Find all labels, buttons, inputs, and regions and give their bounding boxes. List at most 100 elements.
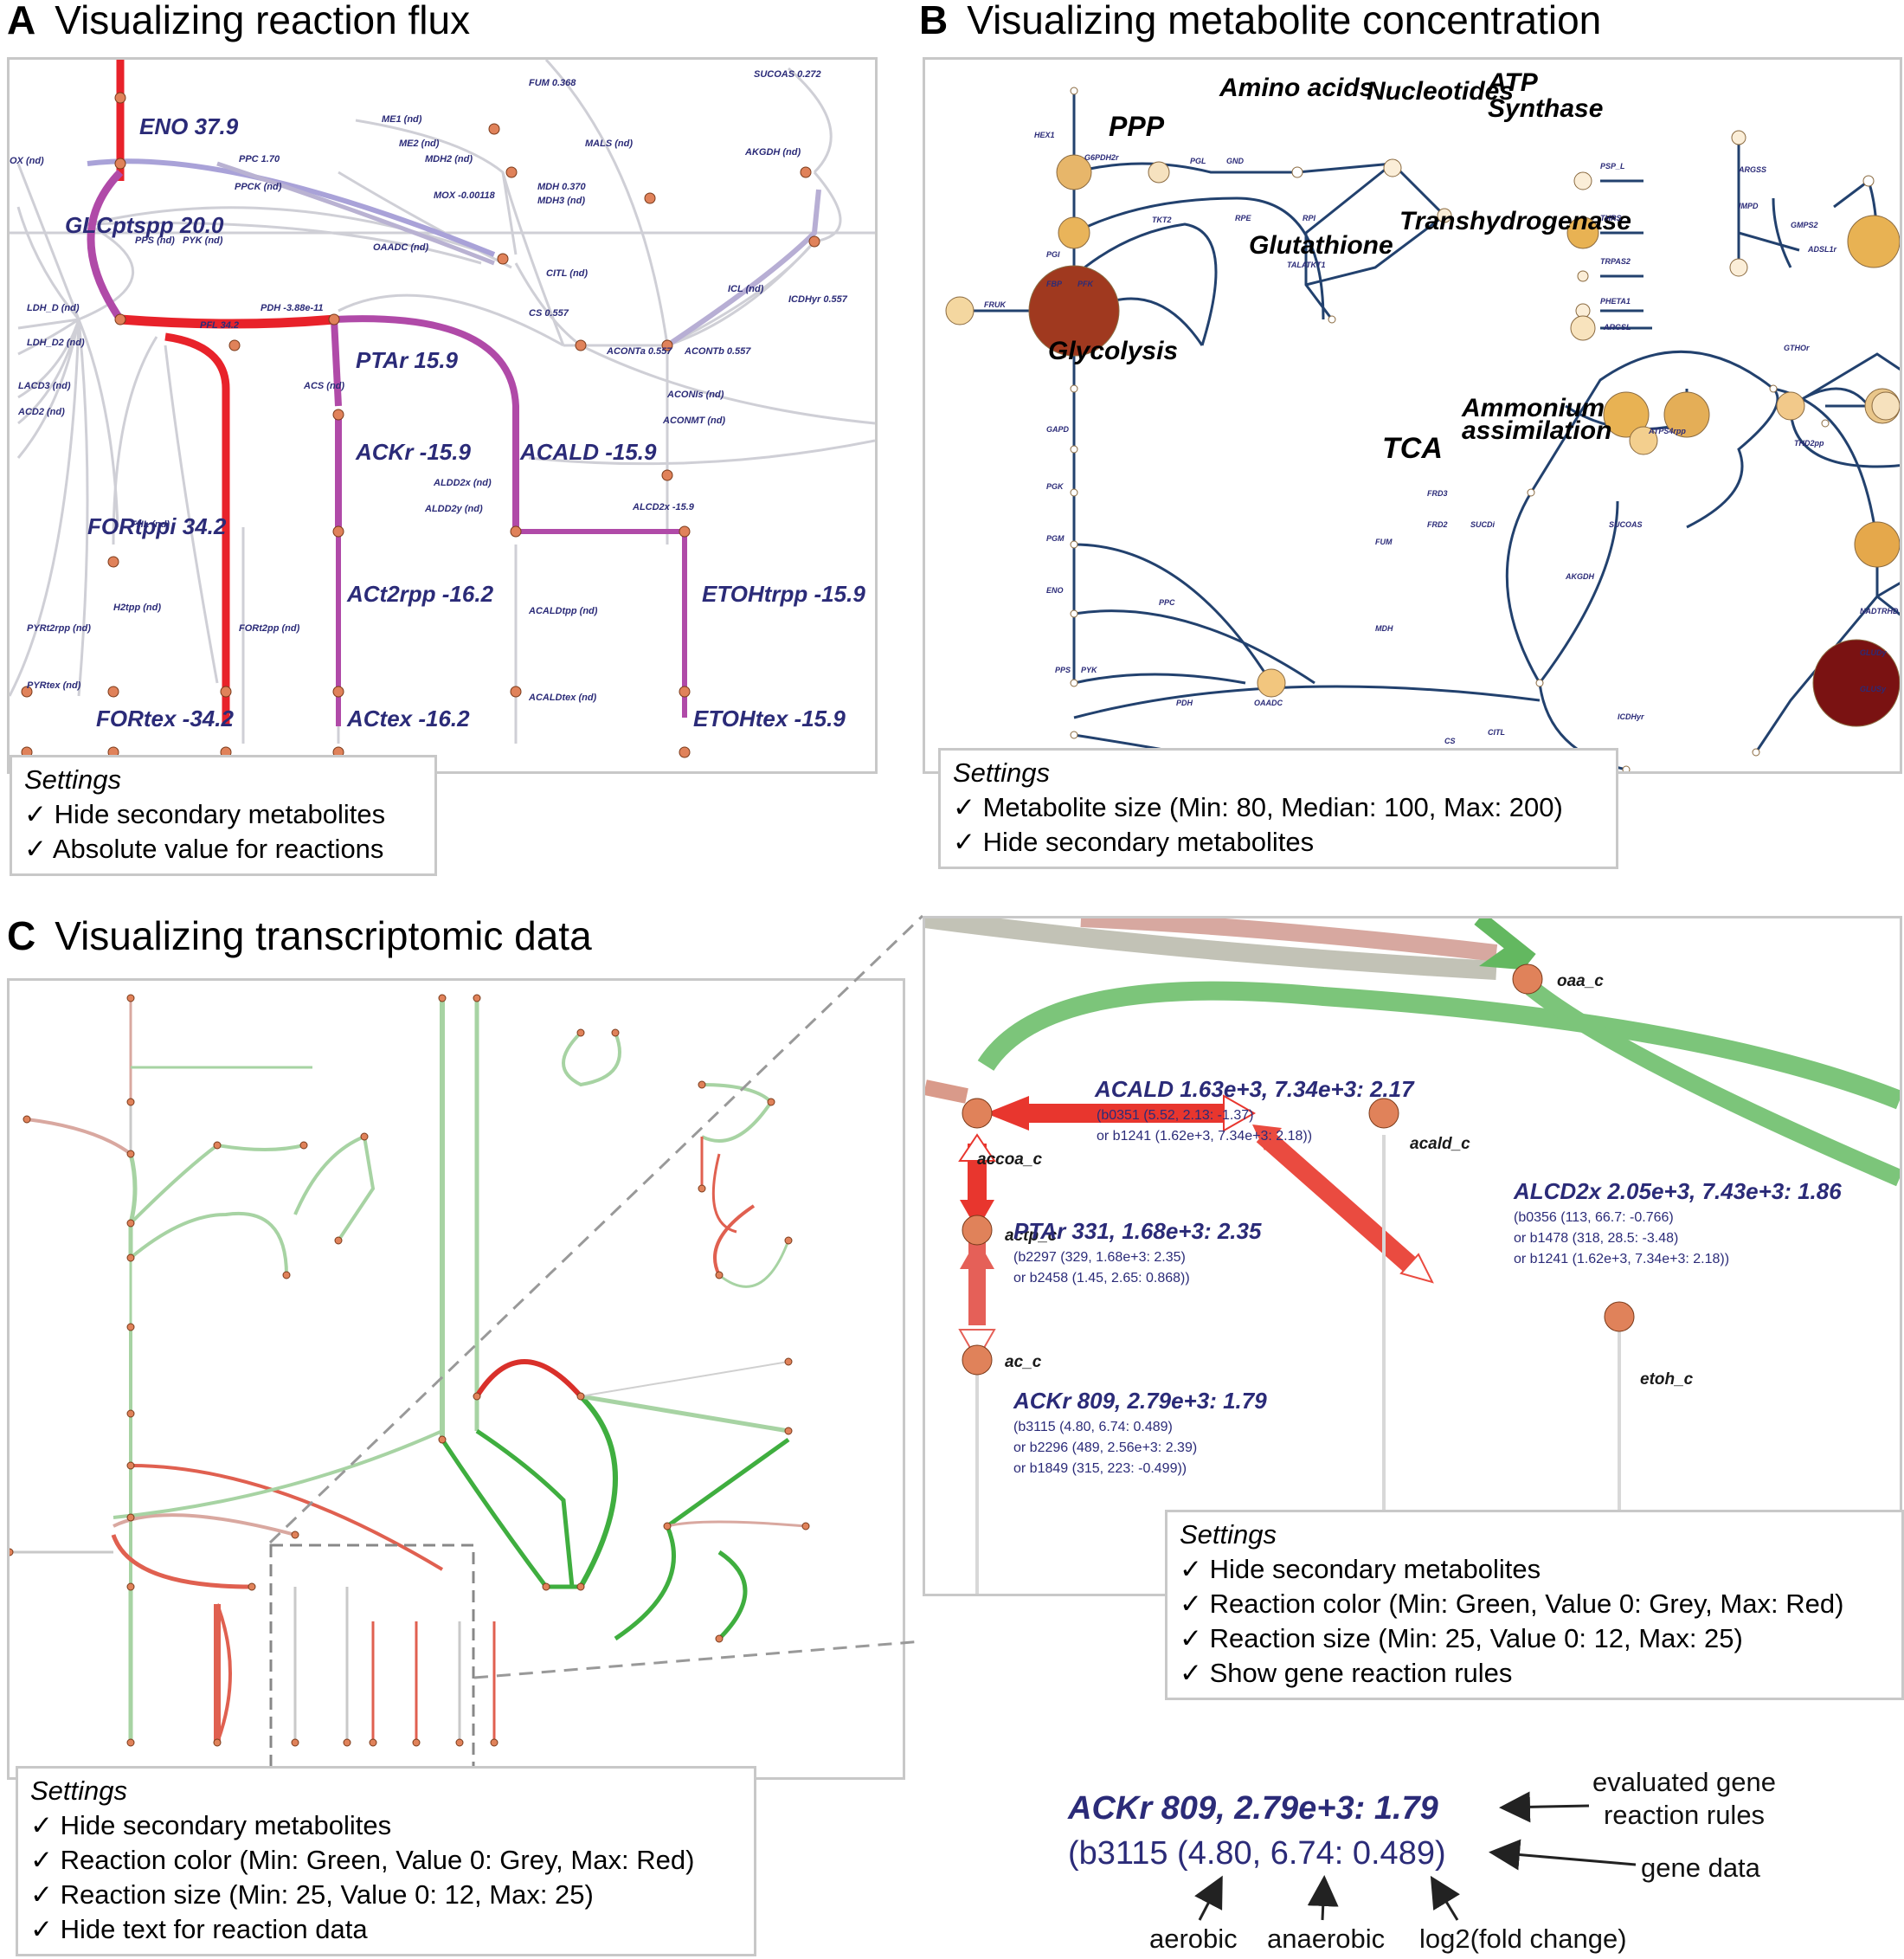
reaction-edge — [1073, 685, 1541, 719]
reaction-label-small: OAADC (nd) — [373, 242, 428, 253]
metabolite-node — [455, 1738, 464, 1747]
reaction-edge — [925, 918, 1497, 980]
reaction-label-small: CITL — [1488, 728, 1505, 737]
panel-b-map[interactable]: PPP Amino acids Nucleotides ATP Synthase Glut… — [923, 57, 1902, 774]
metabolite-node — [1622, 765, 1631, 771]
metabolite-node — [576, 1028, 585, 1037]
reaction-edge — [713, 1204, 756, 1276]
metabolite-node — [576, 1392, 585, 1401]
arrowhead — [1223, 1094, 1257, 1132]
reaction-edge — [717, 1550, 748, 1640]
panel-b-title-text: Visualizing metabolite concentration — [967, 0, 1602, 42]
reaction-edge — [111, 1534, 253, 1589]
panel-c-title: C Visualizing transcriptomic data — [7, 912, 592, 959]
reaction-edge — [1256, 1127, 1417, 1273]
metabolite-node — [1812, 639, 1900, 727]
metabolite-node — [784, 1236, 793, 1245]
metabolite-node — [213, 1141, 222, 1150]
metabolite-node — [801, 1522, 810, 1530]
metabolite-node — [291, 1530, 299, 1539]
group-label: Glutathione — [1249, 231, 1393, 260]
settings-item: ✓ Hide secondary metabolites — [24, 799, 386, 829]
reaction-edge — [128, 1153, 138, 1224]
group-label: Glycolysis — [1048, 337, 1178, 365]
reaction-label-small: ARGSS — [1738, 165, 1766, 174]
reaction-edge — [164, 332, 230, 726]
reaction-label-small: PFL 34.2 — [200, 320, 239, 331]
metabolite-label: etoh_c — [1640, 1370, 1694, 1389]
metabolite-node — [575, 339, 587, 351]
reaction-label: ACKr -15.9 — [355, 439, 471, 465]
reaction-label-small: ADSL1r — [1807, 245, 1837, 254]
group-label: Ammonium — [1461, 394, 1605, 422]
reaction-edge — [578, 1394, 618, 1588]
reaction-label-small: PYK — [1081, 666, 1098, 674]
reaction-label-small: FRD2 — [1427, 520, 1448, 529]
settings-item: ✓ Hide secondary metabolites — [1180, 1554, 1541, 1584]
reaction-edge — [16, 319, 80, 459]
metabolite-node — [114, 158, 126, 170]
arrow-fold — [1430, 1875, 1460, 1921]
reaction-edge — [337, 1136, 376, 1242]
metabolite-node — [1776, 391, 1805, 421]
zoom-region[interactable] — [269, 1543, 475, 1777]
reaction-label-small: MDH — [1375, 624, 1393, 633]
metabolite-node — [343, 1738, 351, 1747]
metabolite-node — [784, 1357, 793, 1366]
metabolite-node — [1437, 208, 1452, 223]
reaction-label-small: PYRtex (nd) — [27, 680, 81, 691]
reaction-label-small: ACONIs (nd) — [666, 390, 724, 400]
metabolite-node — [1058, 216, 1090, 249]
settings-item: ✓ Reaction color (Min: Green, Value 0: G… — [30, 1845, 695, 1875]
gene-rule: (b3115 (4.80, 6.74: 0.489) — [1013, 1420, 1173, 1434]
zoom-map: oaa_c accoa_c acald_c actp_c etoh_c ac_c ACALD… — [925, 918, 1900, 1594]
reaction-label-small: PPS — [1055, 666, 1071, 674]
reaction-label-small: FRUK — [984, 300, 1007, 309]
panel-a-map[interactable]: ENO 37.9 GLCptspp 20.0 PTAr 15.9 ACKr -15.9… — [7, 57, 878, 774]
reaction-label-small: CS — [1444, 737, 1456, 745]
metabolite-node — [698, 1080, 706, 1089]
panel-a-letter: A — [7, 0, 36, 42]
reaction-label-small: ARGSL — [1603, 323, 1631, 332]
metabolite-node — [663, 1522, 672, 1530]
settings-heading: Settings — [30, 1775, 128, 1806]
reaction-edge — [1772, 197, 1792, 268]
metabolite-node — [698, 1184, 706, 1193]
reaction-label-small: LDH_D2 (nd) — [27, 338, 85, 348]
metabolite-node — [800, 166, 812, 178]
reaction-label-small: GND — [1226, 157, 1245, 165]
reaction-edge — [113, 1429, 443, 1519]
metabolite-node — [126, 1513, 135, 1522]
gene-rule: or b1241 (1.62e+3, 7.34e+3: 2.18)) — [1514, 1252, 1729, 1266]
legend-gene-data: gene data — [1641, 1853, 1760, 1883]
metabolite-node — [1769, 384, 1778, 393]
reaction-label: ACALD 1.63e+3, 7.34e+3: 2.17 — [1094, 1076, 1415, 1102]
metabolite-node — [1535, 679, 1544, 687]
reaction-edge — [666, 1520, 807, 1528]
gene-rule: or b2458 (1.45, 2.65: 0.868)) — [1013, 1271, 1190, 1286]
metabolite-node — [126, 1150, 135, 1158]
reaction-edge — [216, 161, 495, 266]
reaction-label-small: ICL (nd) — [728, 284, 764, 294]
panel-c-map[interactable] — [7, 978, 905, 1780]
reaction-label-small: CS 0.557 — [529, 308, 569, 319]
reaction-label: PTAr 331, 1.68e+3: 2.35 — [1013, 1218, 1262, 1244]
reaction-label-small: PHETA1 — [1600, 297, 1631, 306]
metabolite-node — [1070, 445, 1078, 454]
reaction-edge — [614, 1525, 676, 1641]
arrow-gene-data — [1489, 1839, 1637, 1871]
zoom-panel[interactable]: oaa_c accoa_c acald_c actp_c etoh_c ac_c ACALD… — [923, 916, 1902, 1596]
reaction-edge — [701, 1083, 774, 1143]
metabolite-node — [1821, 419, 1830, 428]
metabolite-node — [107, 686, 119, 698]
reaction-label-small: FRD3 — [1427, 489, 1448, 498]
reaction-label: ALCD2x 2.05e+3, 7.43e+3: 1.86 — [1513, 1178, 1842, 1204]
metabolite-node — [334, 1236, 343, 1245]
reaction-label: ETOHtex -15.9 — [693, 706, 846, 731]
reaction-edge — [1738, 231, 1800, 252]
reaction-edge — [77, 319, 89, 697]
metabolite-node — [962, 1344, 993, 1376]
reaction-label-small: TALA — [1287, 261, 1307, 269]
reaction-edge — [130, 1464, 444, 1571]
